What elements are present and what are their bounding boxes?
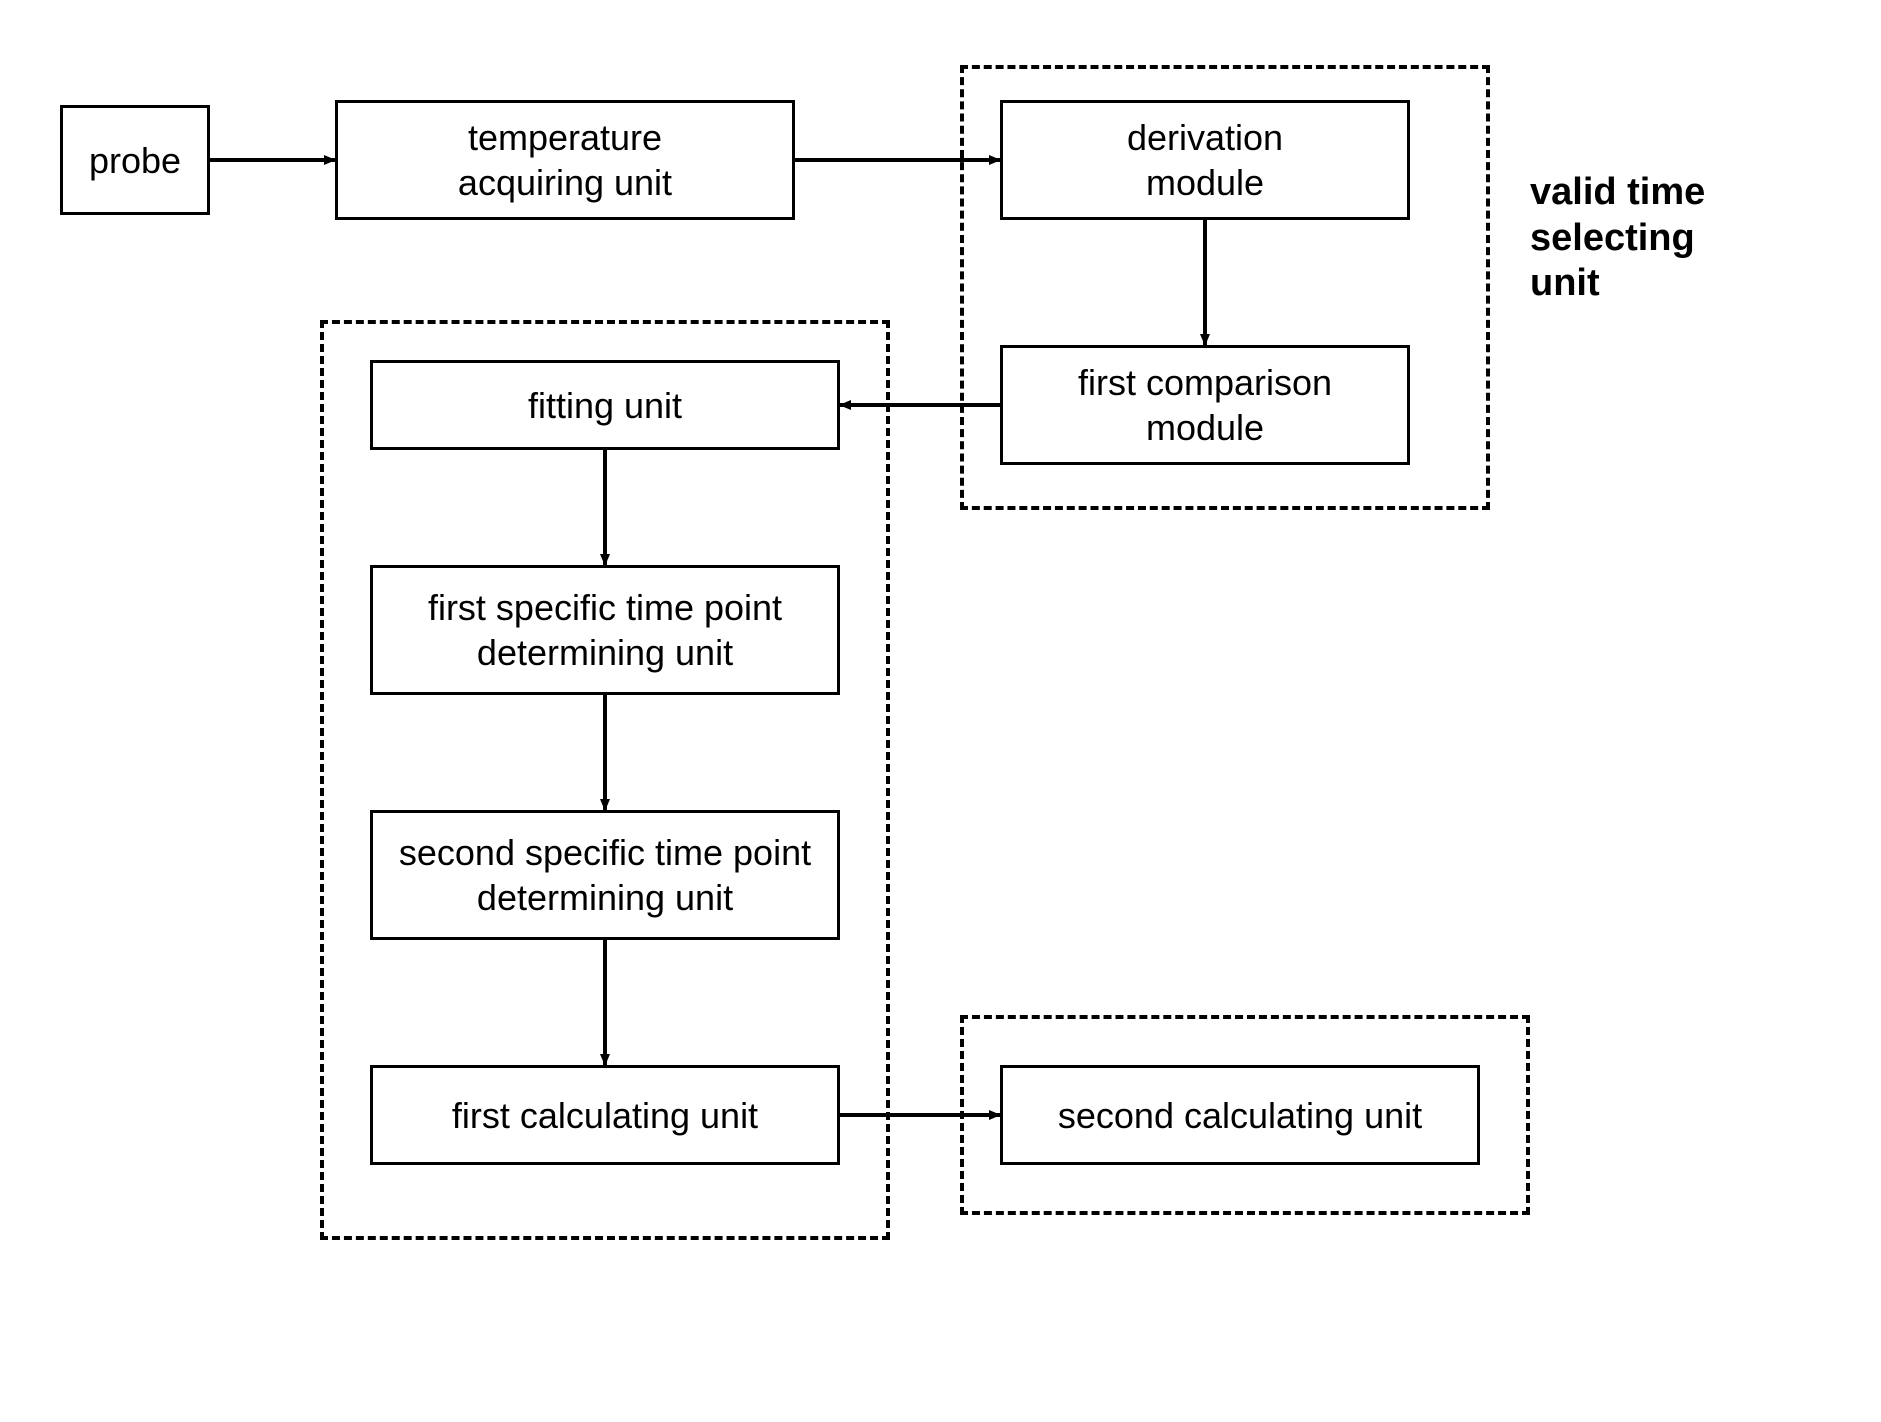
node-fitting: fitting unit: [370, 360, 840, 450]
diagram-canvas: probe temperatureacquiring unit derivation…: [0, 0, 1881, 1422]
node-temp: temperatureacquiring unit: [335, 100, 795, 220]
node-deriv: derivationmodule: [1000, 100, 1410, 220]
node-calc2: second calculating unit: [1000, 1065, 1480, 1165]
node-calc1: first calculating unit: [370, 1065, 840, 1165]
node-probe: probe: [60, 105, 210, 215]
group-label-valid_time: valid timeselectingunit: [1530, 170, 1705, 307]
node-firstcmp: first comparisonmodule: [1000, 345, 1410, 465]
node-first_pt: first specific time pointdetermining uni…: [370, 565, 840, 695]
node-second_pt: second specific time pointdetermining un…: [370, 810, 840, 940]
